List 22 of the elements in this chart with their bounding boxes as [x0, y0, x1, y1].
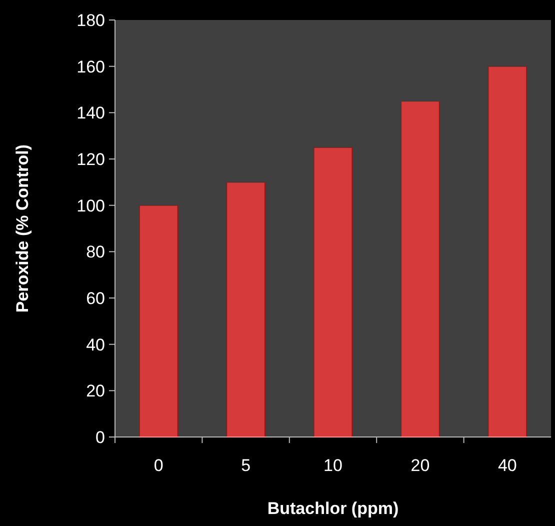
y-tick-label: 180: [76, 10, 105, 30]
y-tick-label: 160: [76, 57, 105, 76]
bar: [313, 146, 353, 438]
y-tick-label: 120: [76, 150, 105, 169]
bar: [400, 100, 440, 438]
y-tick-label: 100: [76, 196, 105, 216]
x-tick-label: 5: [241, 456, 251, 475]
y-tick-label: 80: [86, 242, 105, 262]
y-axis-title: Peroxide (% Control): [13, 144, 32, 313]
x-tick-label: 20: [410, 456, 430, 475]
x-tick-label: 40: [498, 456, 517, 475]
x-axis-title: Butachlor (ppm): [267, 499, 399, 518]
y-tick-label: 0: [96, 428, 105, 447]
x-tick-label: 10: [324, 456, 342, 475]
x-tick-label: 0: [154, 456, 164, 475]
bar: [226, 182, 266, 438]
bar: [488, 66, 528, 438]
y-tick-label: 40: [86, 335, 105, 354]
y-tick-label: 140: [76, 104, 105, 123]
y-tick-label: 20: [86, 382, 105, 401]
bar: [138, 204, 178, 438]
y-tick-label: 60: [86, 288, 105, 308]
